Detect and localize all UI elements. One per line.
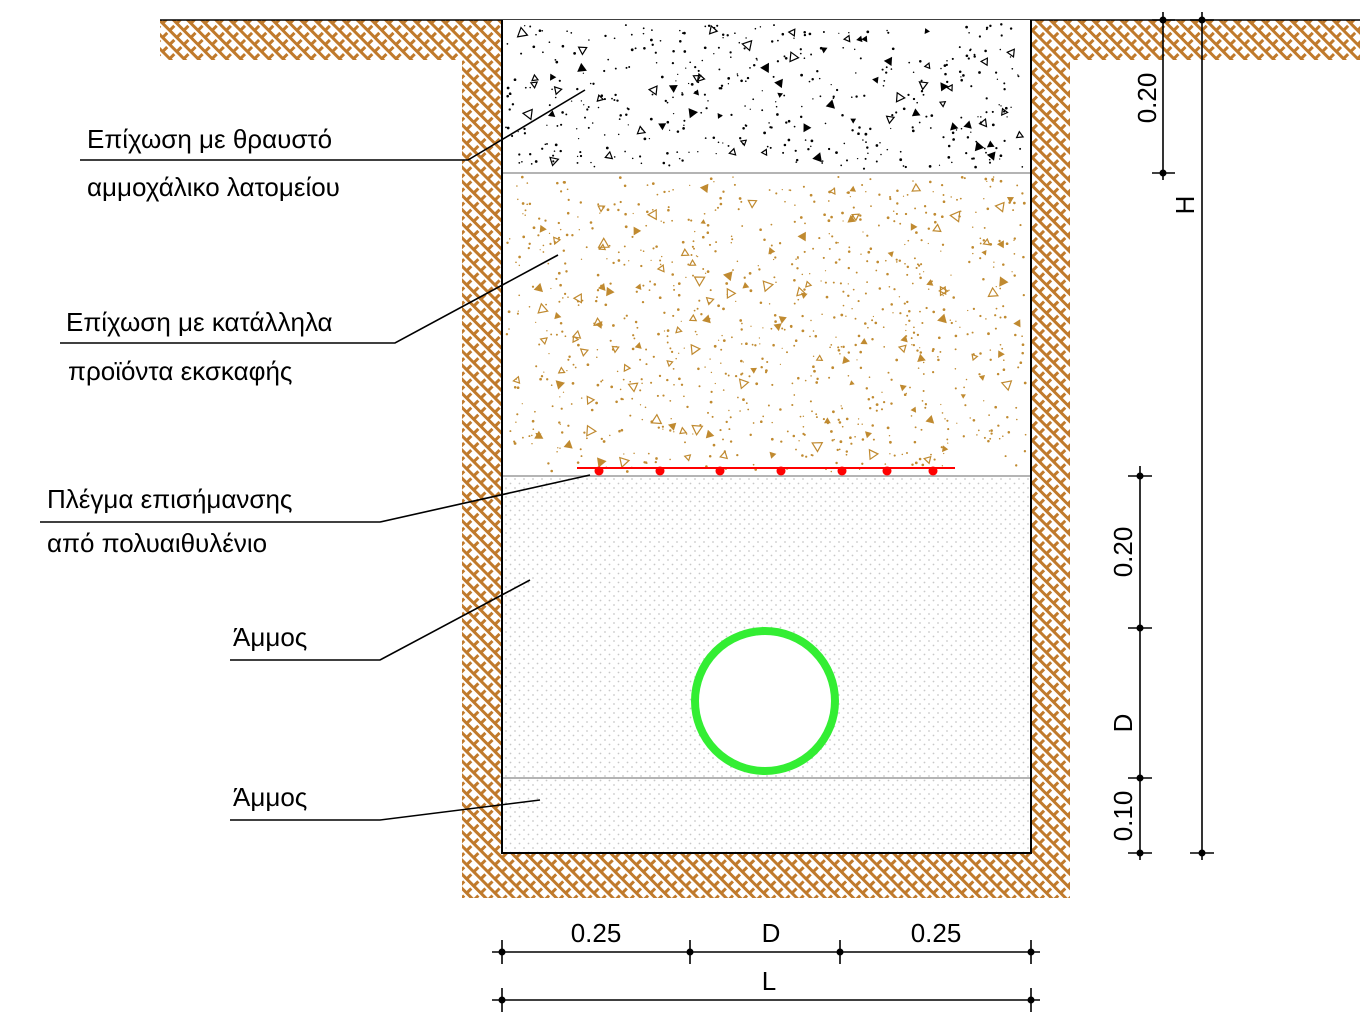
label-mesh-line2: από πολυαιθυλένιο [47,528,267,558]
label-sand-lower: Άμμος [233,782,307,812]
label-excavation-line1: Επίχωση με κατάλληλα [66,307,333,337]
dim-pipe-diameter-horizontal: D [762,918,781,948]
trench-outline [501,20,1032,854]
excavation-backfill-layer [502,173,1030,476]
dim-above-pipe: 0.20 [1108,527,1138,578]
label-excavation-line2: προϊόντα εκσκαφής [68,356,292,386]
dim-bedding: 0.10 [1108,791,1138,842]
label-sand-upper: Άμμος [233,622,307,652]
label-crushed-line2: αμμοχάλικο λατομείου [87,172,340,202]
vertical-dimension-ticks [1136,16,1206,857]
dim-top-layer: 0.20 [1132,73,1162,124]
dim-side-right: 0.25 [911,918,962,948]
crushed-aggregate-layer [502,20,1030,173]
dim-total-height: H [1170,196,1200,215]
label-mesh-line1: Πλέγμα επισήμανσης [47,484,292,514]
native-soil [160,20,1360,898]
label-crushed-line1: Επίχωση με θραυστό [87,124,332,154]
sand-bedding-layer [502,778,1030,852]
dim-side-left: 0.25 [571,918,622,948]
horizontal-dimension-ticks [498,948,1035,1004]
vertical-dimensions [1128,12,1214,860]
dim-trench-width: L [762,966,776,996]
warning-mesh [577,466,955,476]
leader-lines [40,89,591,821]
pipe [691,627,839,775]
dim-pipe-diameter-vertical: D [1108,714,1138,733]
